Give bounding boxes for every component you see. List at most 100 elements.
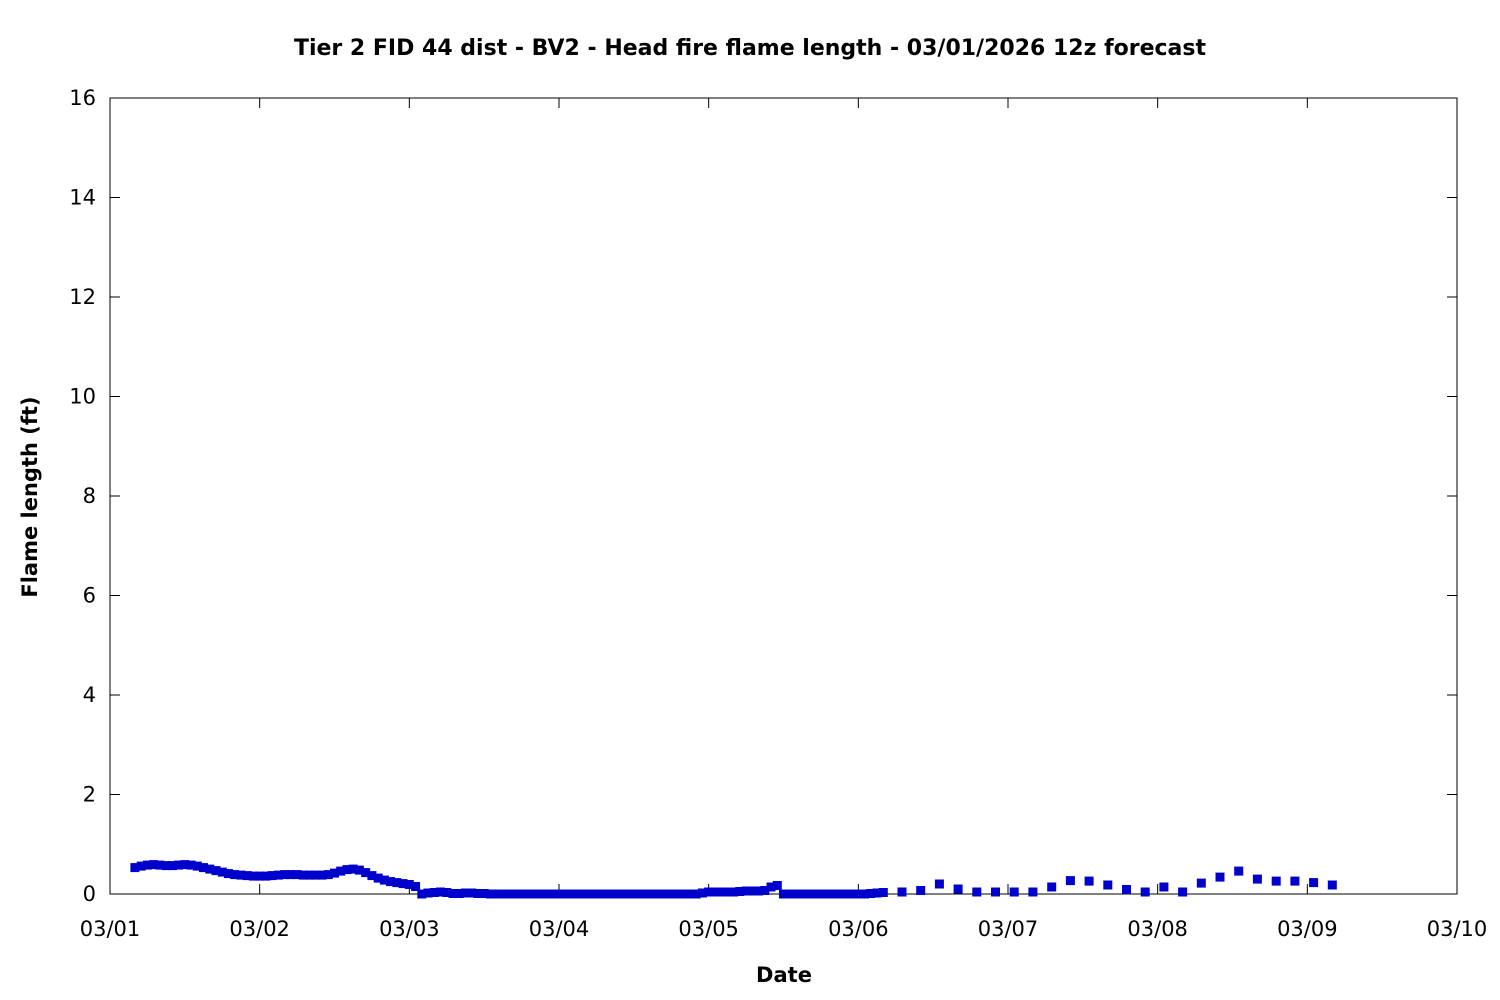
data-point (853, 889, 863, 899)
data-point (679, 889, 689, 899)
data-point (261, 871, 271, 881)
data-point (130, 863, 140, 873)
data-point (442, 888, 452, 897)
data-point (934, 879, 944, 889)
data-point (517, 889, 527, 899)
data-point (199, 863, 208, 873)
data-point (741, 886, 751, 896)
x-tick-label: 03/01 (80, 917, 141, 941)
data-point (404, 880, 414, 889)
data-point (1196, 878, 1206, 888)
data-point (610, 889, 620, 899)
data-point (685, 889, 695, 899)
y-tick-label: 8 (83, 484, 96, 508)
data-point (217, 867, 227, 877)
data-point (554, 889, 564, 899)
y-tick-label: 14 (69, 186, 96, 210)
data-point (735, 887, 745, 896)
data-point (897, 887, 907, 897)
data-point (1009, 887, 1019, 897)
data-point (1178, 887, 1188, 897)
data-point (1215, 872, 1225, 882)
data-point (828, 889, 838, 899)
data-point (273, 870, 283, 880)
x-tick-label: 03/02 (229, 917, 290, 941)
data-point (641, 889, 651, 899)
data-point (729, 887, 739, 897)
y-tick-label: 4 (83, 683, 96, 707)
y-tick-label: 12 (69, 285, 96, 309)
data-point (1290, 876, 1300, 886)
data-point (1159, 882, 1169, 892)
data-point (654, 889, 664, 899)
data-point (816, 889, 826, 899)
data-point (666, 889, 676, 899)
data-point (142, 860, 152, 870)
data-point (398, 879, 408, 889)
data-point (1047, 882, 1057, 892)
x-tick-label: 03/08 (1127, 917, 1188, 941)
data-point (367, 871, 377, 881)
data-point (660, 889, 670, 899)
data-point (461, 888, 470, 898)
data-point (248, 871, 258, 881)
y-tick-label: 6 (83, 584, 96, 608)
data-point (317, 870, 327, 880)
data-point (1084, 876, 1094, 886)
data-point (467, 888, 477, 898)
data-point (292, 870, 302, 880)
data-point (772, 881, 782, 890)
data-point (523, 889, 533, 899)
data-point (604, 889, 614, 899)
data-point (1122, 885, 1131, 894)
data-point (255, 871, 265, 881)
x-axis-label: Date (756, 963, 812, 987)
data-point (542, 889, 551, 899)
x-tick-label: 03/07 (978, 917, 1039, 941)
data-point (498, 889, 508, 899)
data-point (1327, 880, 1337, 890)
data-point (1309, 878, 1319, 888)
data-point (648, 889, 657, 899)
data-point (224, 869, 233, 879)
data-point (323, 870, 333, 880)
data-point (972, 887, 982, 897)
data-point (1065, 876, 1075, 886)
data-point (305, 870, 315, 880)
data-point (567, 889, 576, 899)
data-point (348, 864, 358, 874)
y-tick-label: 16 (69, 86, 96, 110)
data-point (1234, 866, 1244, 876)
data-point (785, 889, 795, 899)
data-point (423, 888, 433, 898)
data-point (205, 864, 215, 874)
data-point (779, 889, 788, 899)
data-point (722, 887, 732, 897)
data-point (754, 886, 764, 896)
data-point (336, 866, 346, 876)
data-point (1140, 887, 1150, 897)
data-point (673, 889, 682, 899)
data-point (448, 889, 458, 898)
data-point (835, 889, 845, 899)
data-point (791, 889, 801, 899)
data-point (747, 886, 757, 896)
data-point (298, 870, 308, 880)
data-point (878, 888, 888, 897)
data-point (635, 889, 645, 899)
y-tick-label: 10 (69, 385, 96, 409)
x-tick-label: 03/10 (1427, 917, 1488, 941)
data-point (155, 860, 165, 870)
data-point (810, 889, 820, 899)
x-tick-labels: 03/01 03/02 03/03 03/04 03/05 03/06 03/07 03/08… (80, 917, 1488, 941)
data-point (579, 889, 589, 899)
data-point (847, 889, 857, 899)
data-point (267, 871, 277, 881)
x-tick-label: 03/05 (678, 917, 739, 941)
data-point (866, 889, 876, 898)
data-point (629, 889, 639, 899)
data-point (860, 889, 870, 899)
y-tick-labels: 0 2 4 6 8 10 12 14 16 (69, 86, 96, 906)
data-point (797, 889, 807, 899)
